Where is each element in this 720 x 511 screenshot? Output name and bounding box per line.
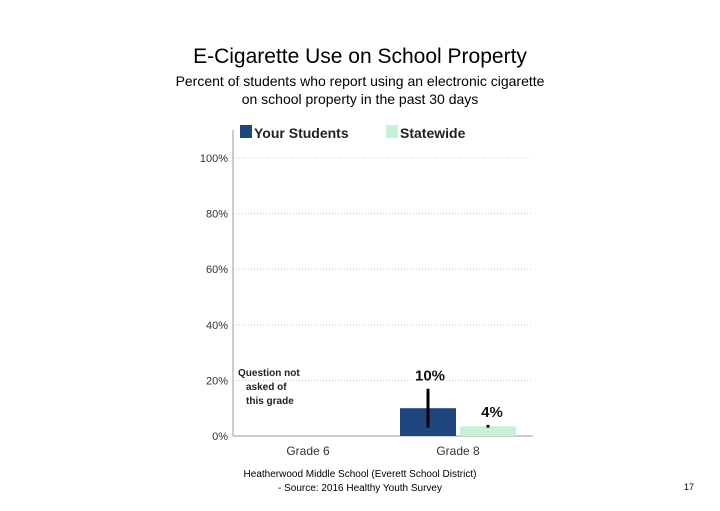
annotation-text: Question not <box>238 368 300 379</box>
footer-line-1: Heatherwood Middle School (Everett Schoo… <box>243 469 477 480</box>
y-tick-label: 60% <box>206 264 228 276</box>
y-tick-label: 20% <box>206 375 228 387</box>
footer-source: Heatherwood Middle School (Everett Schoo… <box>210 468 510 496</box>
y-tick-label: 100% <box>200 153 228 165</box>
footer-line-2: - Source: 2016 Healthy Youth Survey <box>278 483 442 494</box>
y-tick-label: 0% <box>212 431 228 443</box>
subtitle-line-1: Percent of students who report using an … <box>175 73 545 89</box>
data-label: 4% <box>481 404 503 421</box>
annotation-text: this grade <box>246 396 294 407</box>
bar <box>460 426 516 436</box>
y-tick-label: 40% <box>206 320 228 332</box>
data-label: 10% <box>415 368 445 385</box>
chart-subtitle: Percent of students who report using an … <box>0 72 720 108</box>
subtitle-line-2: on school property in the past 30 days <box>241 91 479 107</box>
legend-swatch <box>386 125 398 138</box>
y-tick-label: 80% <box>206 209 228 221</box>
legend-swatch <box>240 125 252 138</box>
chart-title: E-Cigarette Use on School Property <box>193 45 527 68</box>
x-tick-label: Grade 6 <box>286 444 330 458</box>
legend-label: Your Students <box>254 125 349 141</box>
legend-label: Statewide <box>400 125 466 141</box>
annotation-text: asked of <box>246 382 287 393</box>
x-tick-label: Grade 8 <box>436 444 480 458</box>
page-number: 17 <box>683 482 694 492</box>
